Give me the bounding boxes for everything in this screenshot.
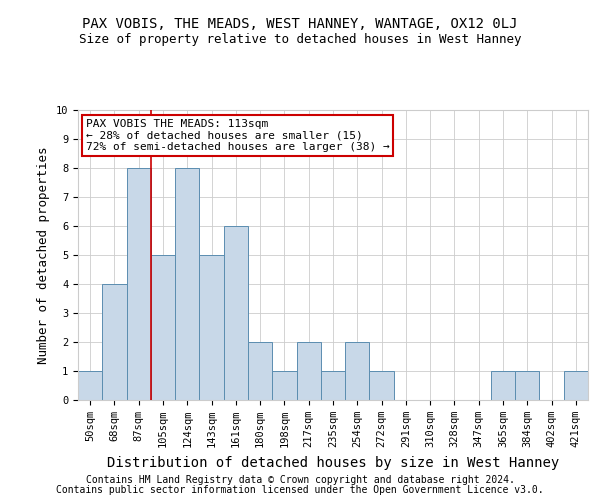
Text: PAX VOBIS, THE MEADS, WEST HANNEY, WANTAGE, OX12 0LJ: PAX VOBIS, THE MEADS, WEST HANNEY, WANTA… bbox=[82, 18, 518, 32]
Bar bbox=[199, 255, 224, 400]
Y-axis label: Number of detached properties: Number of detached properties bbox=[37, 146, 50, 364]
Bar bbox=[321, 371, 345, 400]
X-axis label: Distribution of detached houses by size in West Hanney: Distribution of detached houses by size … bbox=[107, 456, 559, 469]
Bar bbox=[175, 168, 199, 400]
Bar bbox=[248, 342, 272, 400]
Bar bbox=[127, 168, 151, 400]
Bar bbox=[345, 342, 370, 400]
Bar bbox=[78, 371, 102, 400]
Bar bbox=[491, 371, 515, 400]
Bar bbox=[515, 371, 539, 400]
Bar bbox=[224, 226, 248, 400]
Bar bbox=[272, 371, 296, 400]
Bar bbox=[151, 255, 175, 400]
Bar bbox=[102, 284, 127, 400]
Text: Contains HM Land Registry data © Crown copyright and database right 2024.: Contains HM Land Registry data © Crown c… bbox=[86, 475, 514, 485]
Bar bbox=[564, 371, 588, 400]
Bar bbox=[296, 342, 321, 400]
Bar bbox=[370, 371, 394, 400]
Text: PAX VOBIS THE MEADS: 113sqm
← 28% of detached houses are smaller (15)
72% of sem: PAX VOBIS THE MEADS: 113sqm ← 28% of det… bbox=[86, 118, 389, 152]
Text: Size of property relative to detached houses in West Hanney: Size of property relative to detached ho… bbox=[79, 32, 521, 46]
Text: Contains public sector information licensed under the Open Government Licence v3: Contains public sector information licen… bbox=[56, 485, 544, 495]
